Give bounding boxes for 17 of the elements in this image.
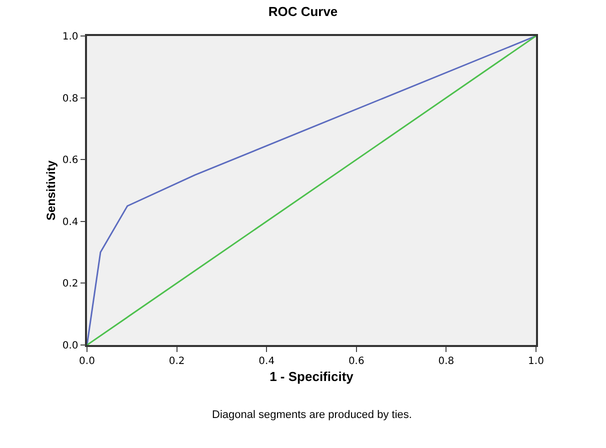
x-tick-label: 0.8 (438, 356, 454, 367)
chart-title: ROC Curve (268, 4, 338, 19)
y-tick-label: 0.6 (62, 155, 78, 166)
y-tick-label: 1.0 (62, 32, 78, 42)
x-tick-label: 0.4 (258, 356, 275, 367)
x-tick-label: 0.0 (79, 356, 95, 367)
y-tick-label: 0.4 (62, 216, 78, 228)
x-tick-label: 0.2 (168, 356, 185, 367)
line-series (87, 36, 536, 345)
x-axis-title: 1 - Specificity (270, 368, 354, 384)
y-axis-title: Sensitivity (44, 160, 58, 221)
y-tick-label: 0.2 (62, 278, 78, 290)
y-tick-label: 0.8 (62, 93, 78, 104)
x-tick-label: 1.0 (528, 356, 544, 367)
y-tick-label: 0.0 (62, 340, 78, 352)
text: Diagonal segments are produced by ties. (212, 409, 412, 421)
x-tick-label: 0.6 (348, 356, 364, 367)
